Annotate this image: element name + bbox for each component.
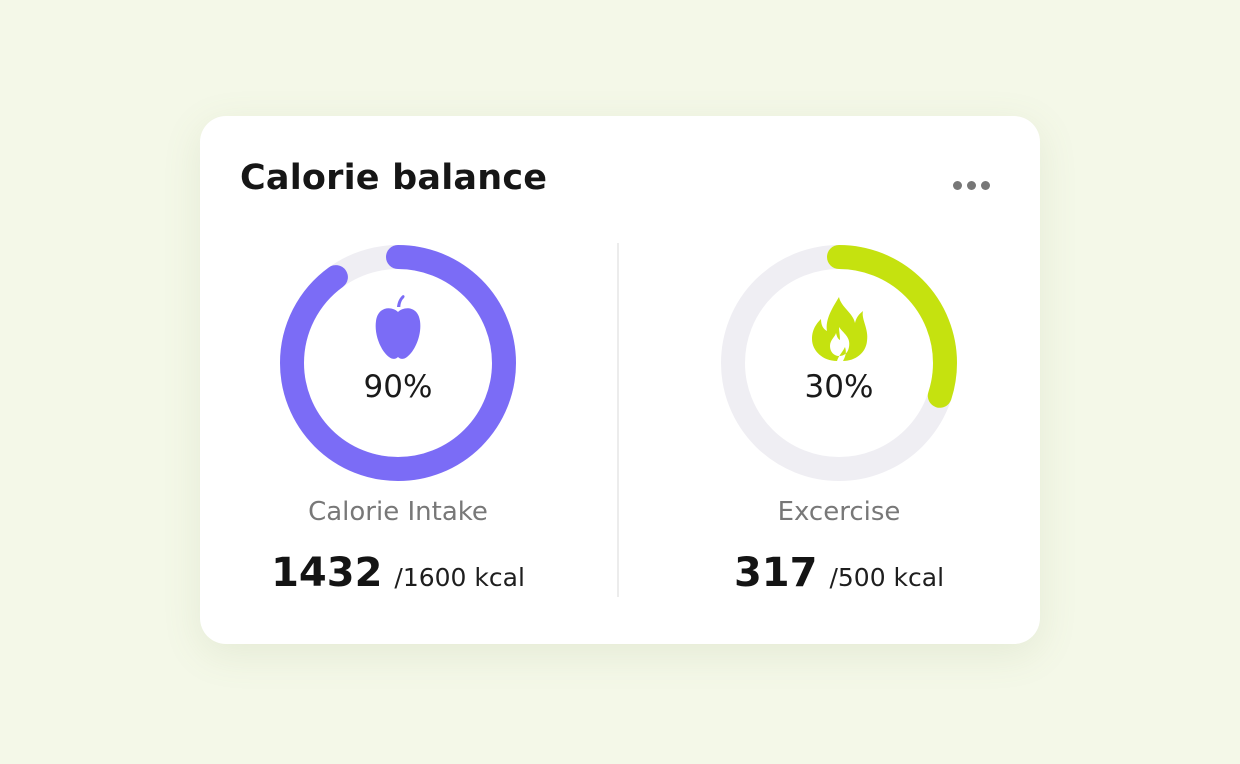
- exercise-progress-ring: [721, 245, 957, 481]
- exercise-label: Excercise: [777, 497, 901, 527]
- exercise-value: 317/500 kcal: [659, 545, 1019, 609]
- exercise-current: 317: [733, 550, 818, 596]
- calorie-intake-percent: 90%: [363, 369, 433, 405]
- more-horizontal-icon: [952, 180, 962, 190]
- exercise-goal: /500 kcal: [829, 563, 945, 592]
- calorie-balance-card: Calorie balance 90% Calorie Intake 1432/…: [200, 116, 1040, 644]
- ring-progress: [721, 245, 957, 481]
- calorie-intake-ring: 90%: [278, 243, 518, 483]
- exercise-metric: 30% Excercise 317/500 kcal: [659, 243, 1019, 603]
- calorie-intake-label: Calorie Intake: [308, 497, 488, 527]
- exercise-percent: 30%: [804, 369, 874, 405]
- apple-icon: [368, 293, 428, 363]
- calorie-intake-progress-ring: [280, 245, 516, 481]
- calorie-intake-goal: /1600 kcal: [394, 563, 525, 592]
- ring-progress: [280, 245, 516, 481]
- divider: [617, 243, 619, 597]
- card-title: Calorie balance: [240, 158, 548, 198]
- calorie-intake-metric: 90% Calorie Intake 1432/1600 kcal: [218, 243, 578, 603]
- more-options-button[interactable]: [944, 170, 998, 200]
- calorie-intake-current: 1432: [271, 550, 383, 596]
- calorie-intake-value: 1432/1600 kcal: [218, 545, 578, 609]
- fire-icon: [809, 293, 869, 363]
- exercise-ring: 30%: [719, 243, 959, 483]
